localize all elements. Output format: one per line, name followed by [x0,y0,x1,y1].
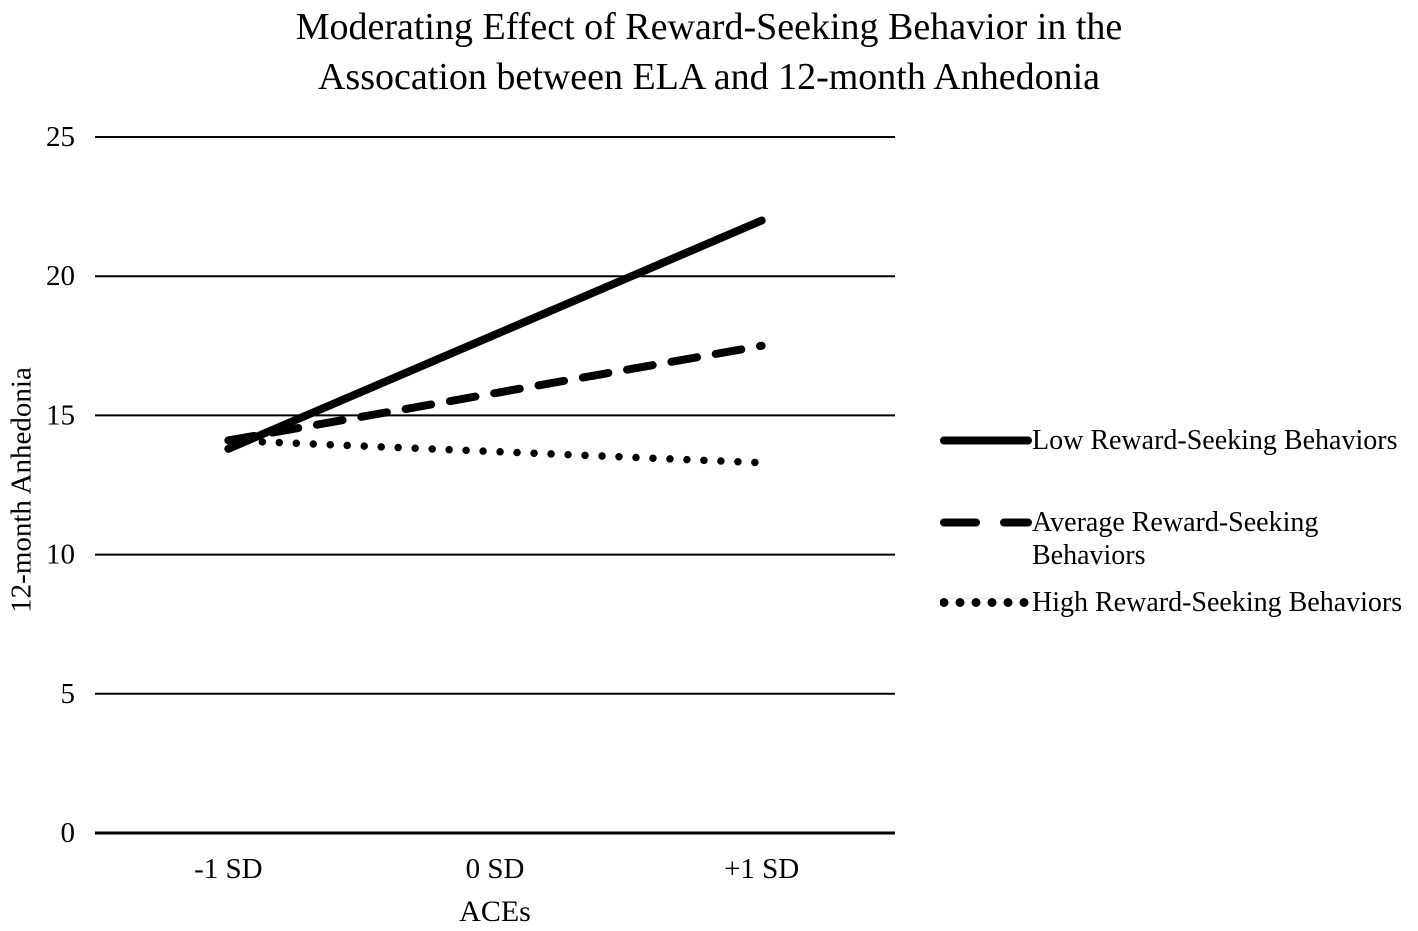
series-line-dashed [224,341,766,445]
chart-title-line-1: Moderating Effect of Reward-Seeking Beha… [295,6,1123,48]
dashed-line-sample-icon [940,518,1032,527]
y-tick-label-25: 25 [46,121,75,153]
series-line-dotted [224,436,766,467]
legend-label-high: High Reward-Seeking Behaviors [1032,587,1403,618]
chart-title-line-2: Assocation between ELA and 12-month Anhe… [317,56,1100,98]
x-tick-label-0: -1 SD [194,853,262,885]
y-tick-label-0: 0 [61,817,76,849]
y-tick-label-10: 10 [46,539,75,571]
legend-label-average: Average Reward-Seeking Behaviors [1032,507,1319,571]
y-tick-label-20: 20 [46,260,75,292]
legend-label-low: Low Reward-Seeking Behaviors [1032,425,1398,456]
x-tick-label-2: +1 SD [724,853,799,885]
solid-line-sample-icon [940,436,1032,445]
chart-title: Moderating Effect of Reward-Seeking Beha… [179,2,1239,102]
legend-item-low: Low Reward-Seeking Behaviors [940,424,1418,457]
x-tick-label-1: 0 SD [466,853,525,885]
legend-item-high: High Reward-Seeking Behaviors [940,586,1418,619]
y-tick-label-5: 5 [61,678,76,710]
x-axis-title: ACEs [459,895,531,928]
series-line-solid [224,216,766,453]
y-axis-title: 12-month Anhedonia [5,367,38,613]
y-tick-label-15: 15 [46,399,75,431]
dotted-line-sample-icon [940,598,1032,607]
legend-item-average: Average Reward-Seeking Behaviors [940,506,1418,572]
